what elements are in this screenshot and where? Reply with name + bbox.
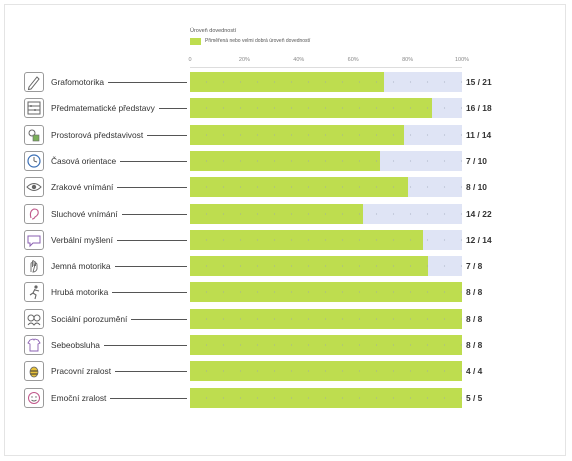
ear-icon [24,203,44,224]
label-connector [147,134,187,136]
heart-face-icon [24,387,44,408]
eye-icon [24,177,44,198]
clock-icon [24,150,44,171]
bar-dot-pattern [190,335,462,355]
value-label: 12 / 14 [466,234,492,245]
label-connector [108,82,187,83]
bar-dot-pattern [190,72,462,92]
hand-icon [24,256,44,277]
skill-row: Předmatematické představy 16 / 18 [0,98,572,119]
legend-label: Přiměřená nebo velmi dobrá úroveň dovedn… [205,38,311,44]
value-label: 7 / 10 [466,155,487,166]
skill-row: Grafomotorika 15 / 21 [0,72,572,92]
category-label: Jemná motorika [51,261,111,272]
bar-dot-pattern [190,98,462,119]
shapes-icon [24,124,44,145]
bar-dot-pattern [190,177,462,198]
x-tick-label: 60% [347,57,359,63]
category-label: Hrubá motorika [51,287,109,298]
value-label: 8 / 8 [466,340,483,350]
skill-row: Pracovní zralost 4 / 4 [0,361,572,382]
legend-title: Úroveň dovedností [190,28,237,34]
category-label: Předmatematické představy [51,103,155,114]
category-label: Časová orientace [51,155,117,166]
value-label: 8 / 10 [466,182,487,193]
label-connector [116,239,187,241]
label-connector [131,318,187,320]
category-label: Zrakové vnímání [51,182,114,193]
legend-swatch [190,38,201,45]
value-label: 5 / 5 [466,392,483,403]
x-tick-label: 0 [188,57,192,63]
bee-icon [24,361,44,382]
skill-row: Prostorová představivost 11 / 14 [0,124,572,145]
category-label: Verbální myšlení [51,234,113,245]
category-label: Pracovní zralost [51,366,112,377]
x-tick-label: 80% [402,57,414,63]
skill-row: Verbální myšlení 12 / 14 [0,229,572,250]
bar-dot-pattern [190,229,462,250]
label-connector [110,397,187,399]
value-label: 4 / 4 [466,366,483,377]
category-label: Sebeobsluha [51,340,100,350]
skill-row: Emoční zralost 5 / 5 [0,387,572,408]
value-label: 11 / 14 [466,129,492,140]
value-label: 16 / 18 [466,103,492,114]
value-label: 8 / 8 [466,287,483,298]
skill-row: Jemná motorika 7 / 8 [0,256,572,277]
value-label: 15 / 21 [466,77,492,87]
category-label: Prostorová představivost [51,129,144,140]
label-connector [114,266,187,268]
pencil-icon [24,72,44,92]
abacus-icon [24,98,44,119]
bar-dot-pattern [190,256,462,277]
bar-dot-pattern [190,308,462,329]
running-person-icon [24,282,44,303]
shirt-icon [24,335,44,355]
people-icon [24,308,44,329]
x-axis-line [190,67,462,68]
label-connector [120,160,187,162]
category-label: Grafomotorika [51,77,105,87]
value-label: 8 / 8 [466,313,483,324]
bar-dot-pattern [190,282,462,303]
bar-dot-pattern [190,203,462,224]
bar-dot-pattern [190,387,462,408]
category-label: Sociální porozumění [51,313,128,324]
x-tick-label: 20% [238,57,250,63]
skill-row: Sociální porozumění 8 / 8 [0,308,572,329]
value-label: 7 / 8 [466,261,483,272]
skill-row: Časová orientace 7 / 10 [0,150,572,171]
bar-dot-pattern [190,124,462,145]
label-connector [158,108,187,110]
label-connector [112,292,187,294]
label-connector [121,213,187,215]
bar-dot-pattern [190,150,462,171]
bar-dot-pattern [190,361,462,382]
skill-row: Sluchové vnímání 14 / 22 [0,203,572,224]
value-label: 14 / 22 [466,208,492,219]
x-tick-label: 100% [454,57,470,63]
skill-row: Hrubá motorika 8 / 8 [0,282,572,303]
x-tick-label: 40% [293,57,305,63]
skill-row: Zrakové vnímání 8 / 10 [0,177,572,198]
label-connector [117,187,187,189]
speech-bubble-icon [24,229,44,250]
label-connector [103,345,187,346]
label-connector [115,371,187,373]
category-label: Sluchové vnímání [51,208,118,219]
category-label: Emoční zralost [51,392,107,403]
skill-row: Sebeobsluha 8 / 8 [0,335,572,355]
